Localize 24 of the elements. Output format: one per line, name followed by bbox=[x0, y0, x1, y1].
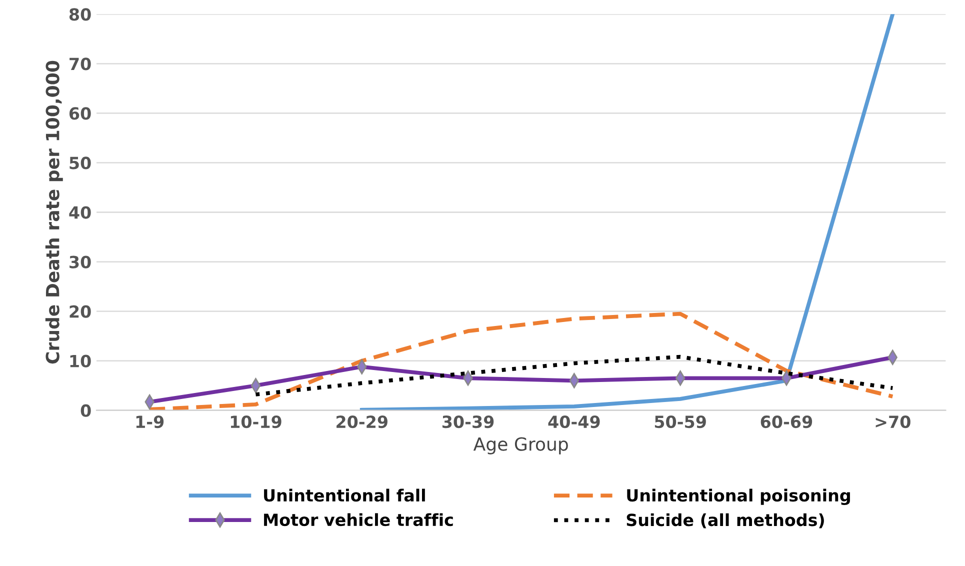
y-tick-label: 70 bbox=[70, 58, 91, 70]
x-tick-label: 30-39 bbox=[442, 416, 494, 428]
y-tick-label: 80 bbox=[69, 8, 91, 21]
x-tick-label: 50-59 bbox=[654, 416, 706, 428]
y-tick-label: 60 bbox=[69, 107, 91, 120]
x-tick-label: 60-69 bbox=[760, 416, 812, 428]
x-tick-label: 1-9 bbox=[136, 416, 164, 428]
x-tick-label: 20-29 bbox=[336, 416, 388, 428]
y-tick-label: 30 bbox=[70, 256, 91, 268]
x-tick-label: >70 bbox=[876, 416, 910, 428]
legend-label: Unintentional fall bbox=[264, 488, 425, 502]
y-tick-label: 10 bbox=[70, 354, 91, 368]
legend-label: Motor vehicle traffic bbox=[264, 513, 453, 526]
line-series bbox=[360, 14, 895, 410]
y-tick-label: 0 bbox=[80, 404, 91, 417]
x-tick-label: 10-19 bbox=[230, 416, 282, 428]
legend-label: Suicide (all methods) bbox=[626, 513, 824, 528]
legend-label: Unintentional poisoning bbox=[627, 488, 850, 505]
x-axis-title: Age Group bbox=[473, 437, 568, 454]
x-tick-label: 40-49 bbox=[548, 416, 600, 428]
y-tick-label: 50 bbox=[70, 156, 91, 170]
y-tick-label: 20 bbox=[70, 305, 91, 318]
y-axis-title: Crude Death rate per 100,000 bbox=[45, 60, 63, 364]
y-tick-label: 40 bbox=[69, 206, 91, 219]
